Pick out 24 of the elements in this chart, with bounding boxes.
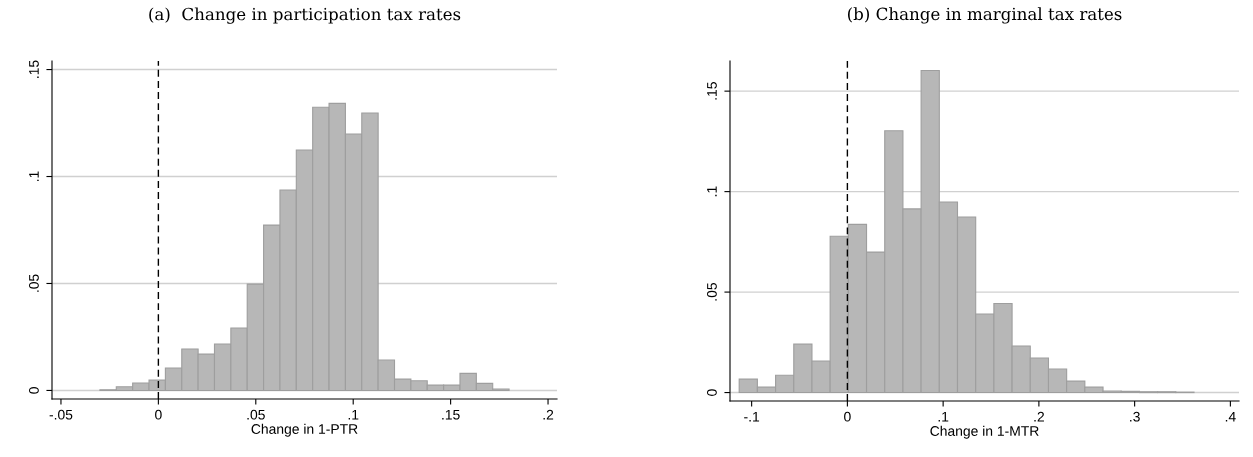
y-tick-label: .05	[707, 283, 717, 301]
x-tick-label: 0	[844, 411, 851, 422]
x-tick-label: .2	[543, 409, 554, 420]
x-tick-label: .1	[938, 411, 949, 422]
chart-title: (b) Change in marginal tax rates	[847, 7, 1122, 24]
x-axis-title: Change in 1-PTR	[251, 423, 358, 437]
x-tick-label: .4	[1225, 411, 1236, 422]
x-tick-label: .15	[442, 409, 460, 420]
y-tick-label: .1	[29, 171, 39, 182]
y-tick-label: 0	[707, 389, 717, 396]
x-tick-label: .3	[1130, 411, 1140, 422]
chart-title: (a) Change in participation tax rates	[149, 7, 461, 24]
y-tick-label: .15	[707, 82, 717, 100]
y-tick-label: .05	[29, 274, 39, 292]
x-tick-label: .05	[247, 409, 265, 420]
x-tick-label: 0	[155, 409, 162, 420]
x-tick-label: -.05	[49, 409, 73, 420]
x-tick-label: .2	[1034, 411, 1044, 422]
y-tick-label: 0	[29, 387, 39, 394]
y-tick-label: .15	[29, 60, 39, 78]
x-tick-label: -.1	[744, 411, 760, 422]
x-tick-label: .1	[348, 409, 359, 420]
y-tick-label: .1	[707, 186, 717, 197]
x-axis-title: Change in 1-MTR	[930, 425, 1039, 439]
